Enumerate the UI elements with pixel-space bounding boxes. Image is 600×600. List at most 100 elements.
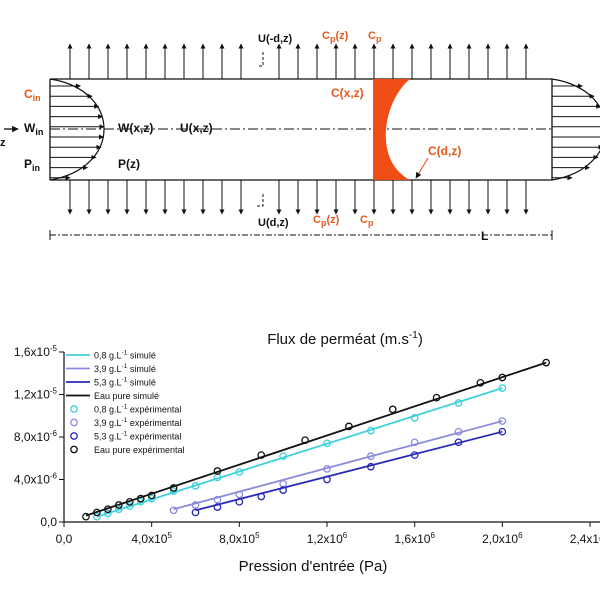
data-point (454, 438, 463, 447)
data-point (279, 479, 288, 488)
label-cp-bottom: Cp (360, 214, 374, 228)
data-point (114, 501, 123, 509)
data-point (93, 508, 101, 517)
data-point (366, 426, 375, 435)
data-point (235, 497, 244, 506)
x-tick-label: 8,0x105 (219, 531, 260, 546)
data-point (345, 422, 353, 431)
chart-title: Flux de perméat (m.s-1) (267, 330, 423, 348)
y-tick-label: 8,0x10-6 (14, 429, 58, 444)
series-line (96, 387, 503, 518)
legend-marker-swatch (70, 405, 78, 413)
data-point (169, 506, 178, 515)
data-point (498, 373, 507, 382)
chart-legend: 0,8 g.L-1 simulé 3,9 g.L-1 simulé 5,3 g.L-… (66, 350, 185, 455)
data-point (388, 405, 397, 414)
data-point (93, 512, 101, 521)
legend-entry-label: Eau pure simulé (94, 391, 159, 401)
data-point (366, 452, 375, 460)
c-dz-pointer (415, 157, 429, 179)
permeate-arrows-top (67, 43, 529, 79)
label-u-xz: U(x,z) (180, 121, 213, 135)
label-z-axis: z (0, 137, 6, 149)
permeate-flux-chart: Flux de perméat (m.s-1) 0,0 4,0x105 8,0x10… (14, 330, 600, 575)
data-point (235, 468, 244, 476)
label-w-xz: W(x,z) (118, 121, 153, 135)
outlet-velocity-profile (551, 78, 600, 181)
label-length: L (481, 229, 488, 243)
data-point (191, 482, 200, 490)
data-point (323, 475, 331, 484)
data-point (235, 490, 244, 499)
series-line (85, 361, 547, 517)
label-w-in: Win (24, 121, 43, 137)
data-point (136, 494, 145, 503)
data-point (454, 427, 463, 436)
data-point (191, 508, 200, 517)
series-lines (85, 361, 547, 518)
data-point (301, 436, 309, 445)
data-point (432, 393, 441, 402)
data-point (213, 467, 222, 475)
data-point (103, 505, 112, 514)
data-point (191, 501, 200, 509)
label-cp-top: Cp (368, 30, 382, 44)
data-point (82, 512, 90, 521)
x-tick-label: 1,2x106 (307, 531, 348, 546)
label-c-dz: C(d,z) (428, 144, 461, 158)
data-point (279, 452, 288, 460)
permeate-arrows-bottom (67, 180, 529, 215)
chart-title-exponent: -1 (409, 330, 418, 341)
membrane-diagram: Cin Win Pin z W(x,z) P(z) U(x,z) U(-d,z)… (0, 30, 600, 243)
data-point (498, 427, 507, 436)
data-point (498, 417, 507, 425)
legend-marker-swatch (70, 418, 78, 427)
label-p-z: P(z) (118, 157, 140, 171)
y-tick-label: 1,2x10-5 (14, 387, 58, 402)
data-point (323, 465, 331, 473)
x-tick-label: 2,0x106 (482, 531, 523, 546)
series-markers (82, 358, 551, 521)
y-tick-label: 1,6x10-5 (14, 344, 58, 359)
data-point (125, 497, 134, 506)
x-tick-label: 0,0 (56, 532, 73, 546)
label-u-d: U(d,z) (258, 217, 289, 229)
data-point (213, 495, 222, 504)
data-point (136, 497, 145, 506)
data-point (498, 384, 507, 392)
data-point (410, 451, 419, 459)
data-point (169, 487, 178, 496)
data-point (476, 378, 485, 387)
x-tick-label: 4,0x105 (131, 531, 172, 546)
legend-entry-label: Eau pure expérimental (94, 445, 185, 455)
data-point (114, 505, 123, 514)
data-point (366, 462, 375, 471)
u-neg-d-bracket (257, 52, 264, 67)
chart-title-close: ) (418, 331, 423, 348)
u-d-bracket (257, 194, 264, 207)
label-c-in: Cin (24, 87, 41, 103)
data-point (410, 438, 419, 447)
legend-entry-label: 0,8 g.L-1 simulé (94, 350, 156, 361)
y-tick-label: 0,0 (40, 515, 57, 529)
legend-entry-label: 5,3 g.L-1 simulé (94, 377, 156, 388)
legend-entry-label: 5,3 g.L-1 expérimental (94, 431, 181, 442)
data-point (169, 484, 178, 492)
inlet-velocity-arrows (50, 83, 105, 181)
label-p-in: Pin (24, 157, 40, 173)
data-point (147, 494, 156, 503)
legend-entry-label: 3,9 g.L-1 expérimental (94, 417, 181, 428)
data-point (147, 491, 156, 500)
label-u-neg-d: U(-d,z) (258, 33, 293, 45)
x-axis-label: Pression d'entrée (Pa) (239, 558, 388, 575)
series-line (173, 420, 503, 511)
legend-entry-label: 3,9 g.L-1 simulé (94, 363, 156, 374)
label-cp-z-bottom: Cp(z) (313, 214, 340, 228)
x-tick-label: 2,4x106 (570, 531, 600, 546)
chart-title-main: Flux de perméat (m.s (267, 331, 409, 348)
data-point (454, 399, 463, 407)
legend-entry-label: 0,8 g.L-1 expérimental (94, 404, 181, 415)
data-point (125, 502, 134, 510)
data-point (542, 358, 551, 367)
x-tick-label: 1,6x106 (394, 531, 435, 546)
